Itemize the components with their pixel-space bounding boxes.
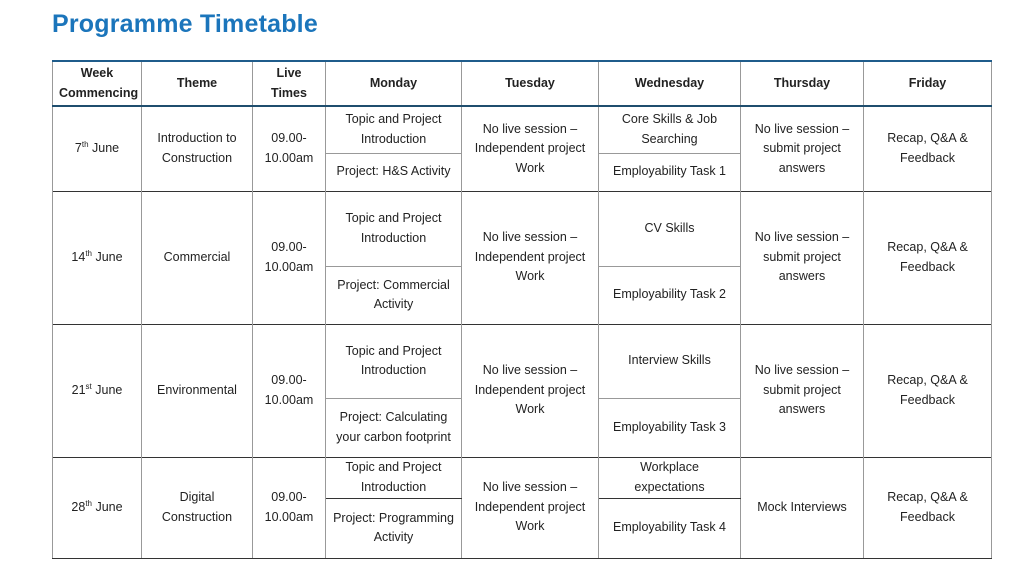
friday-cell: Recap, Q&A & Feedback — [863, 105, 992, 191]
week-day: 7 — [74, 141, 82, 155]
wednesday-cell: Employability Task 3 — [598, 397, 741, 457]
thursday-cell: Mock Interviews — [740, 456, 864, 559]
thursday-cell: No live session – submit project answers — [740, 190, 864, 324]
live-times-cell: 09.00-10.00am — [252, 105, 326, 191]
week-day: 21 — [71, 382, 86, 397]
table-body: 7th June Introduction to Construction 09.0… — [52, 105, 992, 559]
theme-cell: Digital Construction — [141, 456, 253, 559]
column-header: Week Commencing — [52, 61, 142, 107]
tuesday-cell: No live session – Independent project Wo… — [461, 456, 599, 559]
monday-cell: Project: Programming Activity — [325, 497, 462, 559]
tuesday-cell: No live session – Independent project Wo… — [461, 105, 599, 191]
column-header: Tuesday — [461, 61, 599, 107]
week-ordinal: st — [85, 381, 92, 391]
wednesday-cell: Interview Skills — [598, 323, 741, 398]
column-header: Theme — [141, 61, 253, 107]
row-part: Project: H&S Activity Employability Task … — [53, 152, 992, 191]
live-times-cell: 09.00-10.00am — [252, 190, 326, 324]
column-header: Monday — [325, 61, 462, 107]
thursday-cell: No live session – submit project answers — [740, 105, 864, 191]
week-day: 14 — [71, 249, 86, 264]
theme-cell: Environmental — [141, 323, 253, 457]
friday-cell: Recap, Q&A & Feedback — [863, 190, 992, 324]
row-part: Project: Calculating your carbon footpri… — [53, 397, 992, 457]
week-month: June — [95, 249, 123, 264]
column-header: Live Times — [252, 61, 326, 107]
week-month: June — [95, 382, 123, 397]
column-header: Wednesday — [598, 61, 741, 107]
week-ordinal: th — [85, 248, 92, 258]
friday-cell: Recap, Q&A & Feedback — [863, 456, 992, 559]
tuesday-cell: No live session – Independent project Wo… — [461, 190, 599, 324]
monday-cell: Project: H&S Activity — [325, 152, 462, 191]
theme-cell: Commercial — [141, 190, 253, 324]
week-cell: 14th June — [52, 190, 142, 324]
week-month: June — [95, 499, 123, 514]
row-part: Project: Programming Activity Employabili… — [53, 497, 992, 559]
wednesday-cell: CV Skills — [598, 190, 741, 266]
week-ordinal: th — [85, 498, 92, 508]
week-cell: 7th June — [52, 105, 142, 191]
theme-cell: Introduction to Construction — [141, 105, 253, 191]
week-ordinal: th — [81, 139, 89, 149]
row: 14th June Commercial 09.00-10.00am Topic an… — [52, 190, 992, 324]
live-times-cell: 09.00-10.00am — [252, 456, 326, 559]
row: 28th June Digital Construction 09.00-10.00… — [52, 456, 992, 559]
timetable: Week Commencing Theme Live Times Monday Tues… — [52, 60, 992, 559]
week-cell: 21st June — [52, 323, 142, 457]
wednesday-cell: Employability Task 2 — [598, 265, 741, 324]
monday-cell: Topic and Project Introduction — [325, 190, 462, 266]
friday-cell: Recap, Q&A & Feedback — [863, 323, 992, 457]
monday-cell: Project: Commercial Activity — [325, 265, 462, 324]
week-day: 28 — [71, 499, 86, 514]
column-header: Friday — [863, 61, 992, 107]
header-row: Week Commencing Theme Live Times Monday Tues… — [52, 61, 992, 107]
row-part: Project: Commercial Activity Employabilit… — [53, 265, 992, 324]
thursday-cell: No live session – submit project answers — [740, 323, 864, 457]
wednesday-cell: Employability Task 1 — [598, 152, 741, 191]
row: 7th June Introduction to Construction 09.0… — [52, 105, 992, 191]
monday-cell: Topic and Project Introduction — [325, 323, 462, 398]
week-cell: 28th June — [52, 456, 142, 559]
monday-cell: Project: Calculating your carbon footpri… — [325, 397, 462, 457]
column-header: Thursday — [740, 61, 864, 107]
wednesday-cell: Core Skills & Job Searching — [598, 105, 741, 153]
monday-cell: Topic and Project Introduction — [325, 105, 462, 153]
tuesday-cell: No live session – Independent project Wo… — [461, 323, 599, 457]
page-title: Programme Timetable — [52, 10, 318, 38]
wednesday-cell: Employability Task 4 — [598, 497, 741, 559]
monday-cell: Topic and Project Introduction — [325, 456, 462, 499]
live-times-cell: 09.00-10.00am — [252, 323, 326, 457]
week-month: June — [92, 141, 120, 155]
wednesday-cell: Workplace expectations — [598, 456, 741, 499]
row: 21st June Environmental 09.00-10.00am Topic… — [52, 323, 992, 457]
